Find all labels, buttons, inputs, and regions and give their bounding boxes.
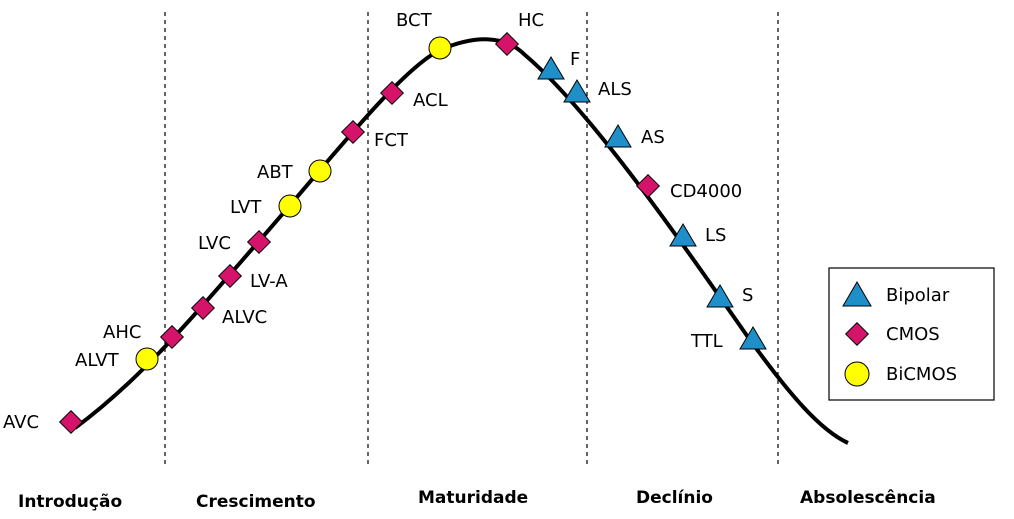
label-bct: BCT bbox=[396, 10, 433, 31]
marker-lvc bbox=[246, 229, 272, 255]
marker-ahc bbox=[159, 324, 185, 350]
label-alvt: ALVT bbox=[75, 350, 120, 371]
label-ttl: TTL bbox=[690, 331, 723, 352]
legend-bipolar-icon bbox=[842, 281, 872, 307]
marker-lva bbox=[217, 263, 243, 289]
stage-label-absolescencia: Absolescência bbox=[800, 488, 936, 508]
bipolar-markers bbox=[537, 56, 767, 350]
label-as: AS bbox=[641, 127, 665, 148]
marker-cd4000 bbox=[635, 173, 661, 199]
stage-label-crescimento: Crescimento bbox=[196, 492, 316, 512]
label-lvc: LVC bbox=[198, 233, 231, 254]
marker-alvc bbox=[190, 295, 216, 321]
bicmos-markers bbox=[135, 36, 452, 371]
marker-lvt bbox=[278, 194, 302, 218]
legend: Bipolar CMOS BiCMOS bbox=[828, 267, 995, 401]
marker-als bbox=[563, 79, 591, 103]
label-s: S bbox=[742, 285, 753, 306]
label-ahc: AHC bbox=[103, 322, 141, 343]
legend-bipolar-label: Bipolar bbox=[886, 285, 950, 306]
stage-label-introducao: Introdução bbox=[18, 492, 122, 512]
marker-ls bbox=[669, 223, 697, 247]
label-f: F bbox=[570, 49, 580, 70]
legend-cmos-label: CMOS bbox=[886, 324, 940, 345]
legend-cmos-icon bbox=[844, 321, 870, 347]
label-avc: AVC bbox=[3, 412, 39, 433]
marker-s bbox=[706, 284, 734, 308]
marker-avc bbox=[58, 409, 84, 435]
legend-bicmos-icon bbox=[844, 361, 870, 387]
cmos-markers bbox=[58, 31, 661, 435]
marker-acl bbox=[379, 80, 405, 106]
label-alvc: ALVC bbox=[222, 307, 267, 328]
marker-hc bbox=[494, 31, 520, 57]
stage-dividers bbox=[164, 12, 779, 468]
legend-bicmos-label: BiCMOS bbox=[886, 364, 957, 385]
marker-abt bbox=[308, 159, 332, 183]
label-als: ALS bbox=[598, 79, 632, 100]
label-abt: ABT bbox=[257, 162, 294, 183]
label-fct: FCT bbox=[374, 130, 409, 151]
label-ls: LS bbox=[705, 225, 726, 246]
stage-label-maturidade: Maturidade bbox=[418, 488, 528, 508]
marker-bct bbox=[428, 36, 452, 60]
stage-labels: Introdução Crescimento Maturidade Declín… bbox=[18, 488, 936, 512]
label-cd4000: CD4000 bbox=[670, 181, 742, 202]
label-lvt: LVT bbox=[230, 197, 262, 218]
family-labels: AVC ALVT AHC ALVC LV-A LVC LVT ABT FCT A… bbox=[3, 10, 753, 433]
label-lva: LV-A bbox=[250, 271, 288, 292]
marker-ttl bbox=[739, 326, 767, 350]
label-hc: HC bbox=[518, 10, 544, 31]
marker-as bbox=[604, 124, 632, 148]
marker-fct bbox=[340, 119, 366, 145]
life-cycle-curve bbox=[73, 37, 849, 445]
label-acl: ACL bbox=[413, 90, 448, 111]
stage-label-declinio: Declínio bbox=[636, 488, 713, 508]
marker-alvt bbox=[135, 347, 159, 371]
marker-f bbox=[537, 56, 565, 80]
